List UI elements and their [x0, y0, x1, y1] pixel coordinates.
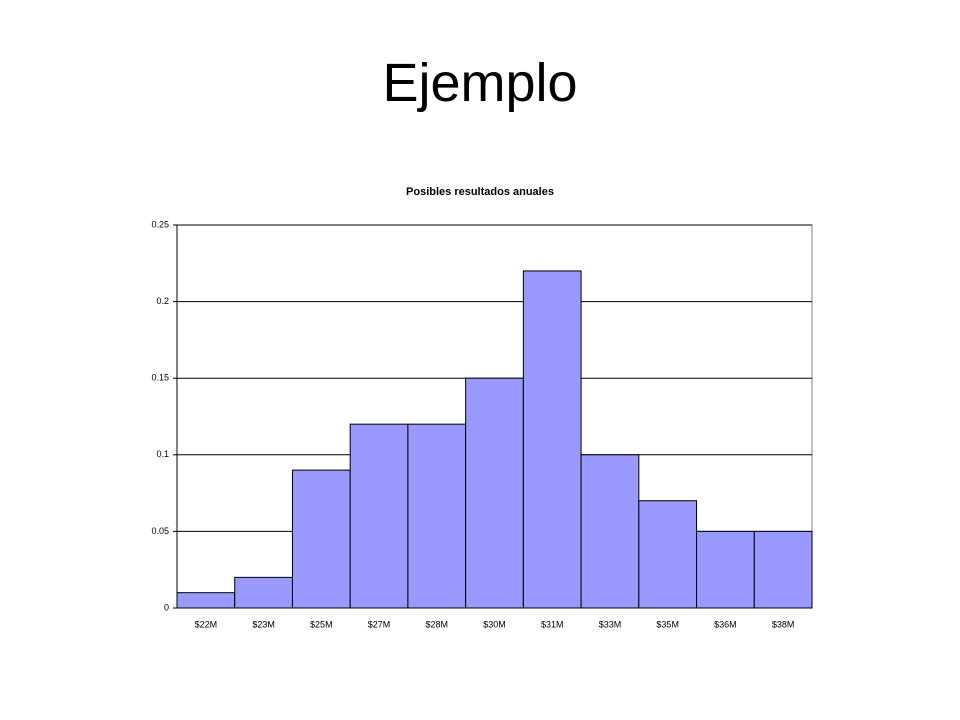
y-tick-label: 0.25: [151, 219, 169, 229]
x-tick-label: $38M: [772, 619, 795, 629]
bar: [407, 423, 467, 609]
y-tick-label: 0.05: [151, 526, 169, 536]
x-tick-label: $35M: [656, 619, 679, 629]
y-tick-label: 0.2: [156, 296, 169, 306]
y-tick-label: 0.15: [151, 373, 169, 383]
x-tick-label: $33M: [599, 619, 622, 629]
x-tick-label: $22M: [195, 619, 218, 629]
x-tick-label: $25M: [310, 619, 333, 629]
bar: [176, 592, 236, 609]
chart-title: Posibles resultados anuales: [406, 186, 554, 198]
x-tick-label: $23M: [252, 619, 275, 629]
bar: [234, 576, 293, 609]
slide-title: Ejemplo: [382, 53, 578, 113]
x-tick-label: $28M: [426, 619, 449, 629]
x-tick-label: $31M: [541, 619, 564, 629]
bar: [580, 454, 640, 609]
bar: [696, 530, 755, 609]
bar: [638, 500, 698, 609]
bar: [753, 530, 813, 609]
y-tick-label: 0: [164, 602, 169, 612]
y-tick-label: 0.1: [156, 449, 169, 459]
x-tick-label: $27M: [368, 619, 391, 629]
bar: [522, 270, 582, 609]
bar: [465, 377, 524, 609]
bar: [291, 469, 351, 609]
bar: [349, 423, 409, 609]
x-tick-label: $36M: [714, 619, 737, 629]
x-tick-label: $30M: [483, 619, 506, 629]
